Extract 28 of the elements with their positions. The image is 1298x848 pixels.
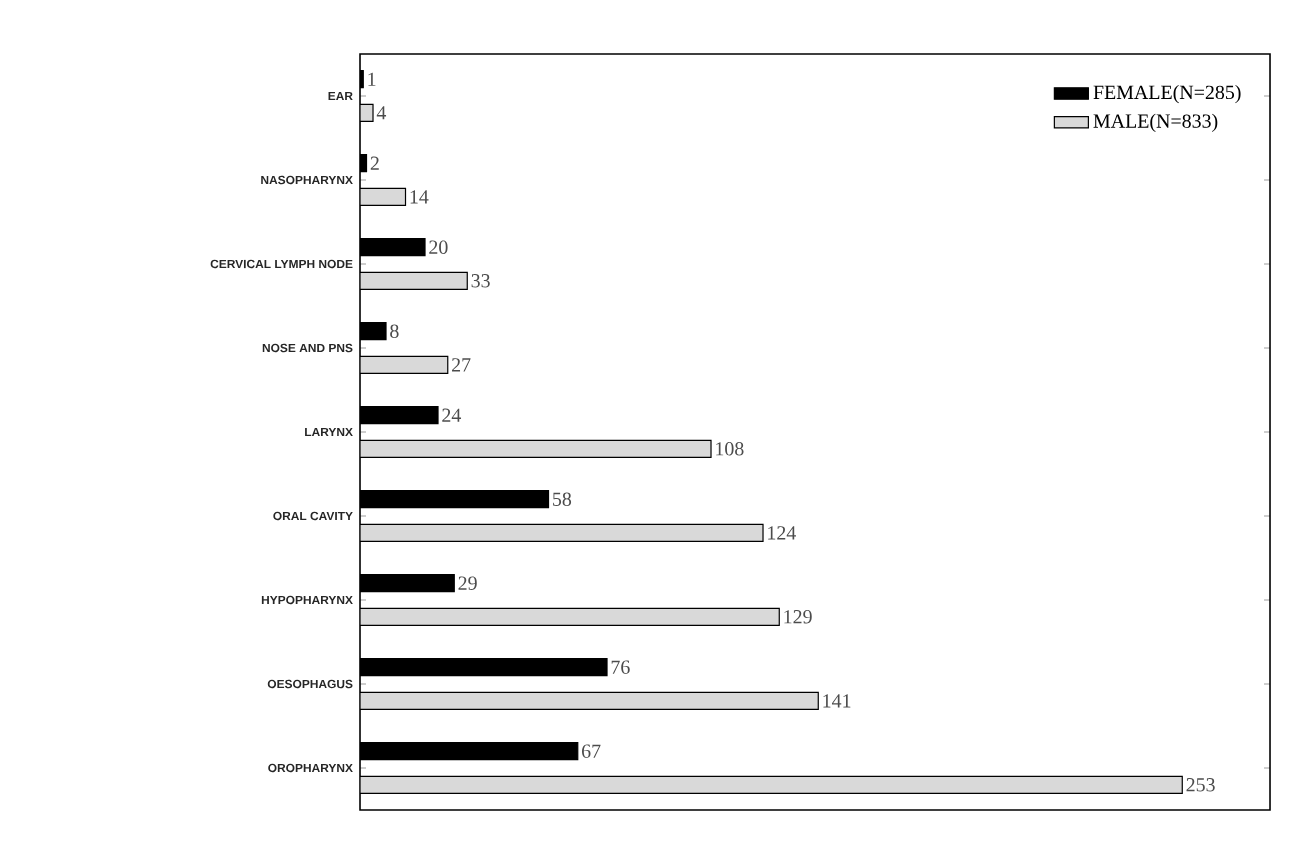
bar xyxy=(360,271,468,290)
data-label: 108 xyxy=(716,442,744,456)
data-label: 33 xyxy=(471,274,490,288)
data-label: 129 xyxy=(784,610,812,624)
data-label: 58 xyxy=(553,492,572,506)
bar xyxy=(360,187,407,206)
bar xyxy=(360,355,449,374)
data-label: 27 xyxy=(452,358,471,372)
data-label: 141 xyxy=(823,694,851,708)
data-label: 29 xyxy=(458,576,477,590)
data-label: 124 xyxy=(768,526,796,540)
data-label: 24 xyxy=(442,408,462,422)
data-label: 4 xyxy=(376,106,387,120)
data-label: 1 xyxy=(368,72,376,86)
legend-label: FEMALE(N=285) xyxy=(1093,85,1241,104)
data-label: 14 xyxy=(410,190,429,204)
data-label: 8 xyxy=(390,324,399,338)
data-label: 2 xyxy=(370,156,379,170)
bar xyxy=(360,439,712,458)
data-label: 67 xyxy=(582,744,601,758)
data-label: 253 xyxy=(1186,778,1215,792)
data-label: 20 xyxy=(429,240,448,254)
bar xyxy=(360,523,764,542)
data-label: 76 xyxy=(611,660,630,674)
bar xyxy=(360,607,780,626)
bar xyxy=(360,691,819,710)
legend-label: MALE(N=833) xyxy=(1093,113,1218,132)
bar xyxy=(360,775,1183,794)
